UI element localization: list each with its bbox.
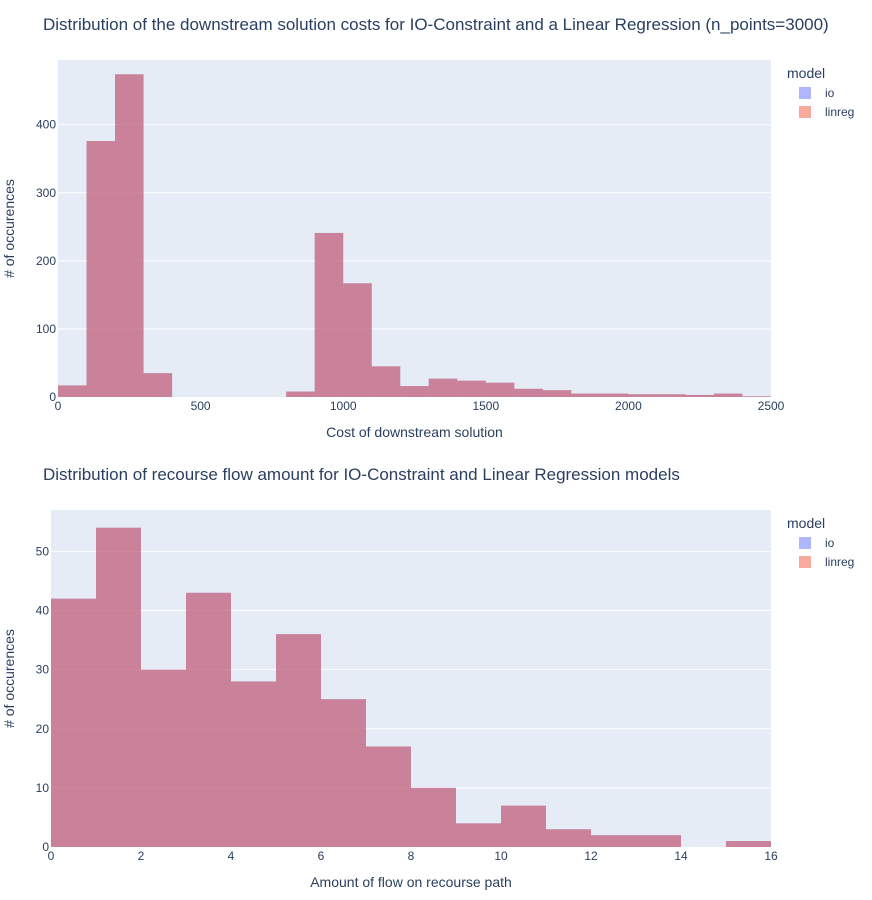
x-tick-label: 2500: [758, 399, 785, 413]
bars: [51, 527, 771, 847]
bar-linreg: [231, 681, 276, 847]
chart-title: Distribution of the downstream solution …: [43, 15, 829, 34]
bar-linreg: [485, 382, 515, 397]
y-tick-label: 0: [49, 390, 56, 404]
legend-swatch-io[interactable]: [799, 87, 811, 99]
chart-title: Distribution of recourse flow amount for…: [43, 465, 680, 484]
plot-area: [58, 60, 771, 397]
bar-linreg: [456, 823, 501, 847]
bar-linreg: [428, 378, 458, 397]
bar-linreg: [542, 390, 572, 397]
bar-linreg: [51, 598, 96, 847]
bar-linreg: [276, 634, 321, 847]
legend-label-io[interactable]: io: [825, 86, 835, 100]
bar-linreg: [591, 835, 636, 847]
bar-linreg: [501, 805, 546, 847]
legend-title: model: [787, 515, 825, 531]
bar-linreg: [141, 669, 186, 847]
bar-linreg: [457, 380, 486, 397]
x-tick-label: 500: [191, 399, 211, 413]
y-axis-title: # of occurences: [1, 179, 17, 278]
x-tick-label: 6: [318, 849, 325, 863]
bar-linreg: [685, 394, 714, 397]
x-tick-label: 1000: [330, 399, 357, 413]
bar-linreg: [628, 394, 657, 397]
legend-swatch-linreg[interactable]: [799, 106, 811, 118]
x-tick-label: 4: [228, 849, 235, 863]
y-tick-label: 200: [36, 254, 56, 268]
x-tick-label: 1500: [472, 399, 499, 413]
bar-linreg: [186, 592, 231, 847]
x-tick-label: 2000: [615, 399, 642, 413]
bar-linreg: [599, 393, 629, 397]
legend-swatch-linreg[interactable]: [799, 556, 811, 568]
bar-linreg: [314, 232, 344, 397]
legend-swatch-io[interactable]: [799, 537, 811, 549]
y-tick-label: 100: [36, 322, 56, 336]
bar-linreg: [321, 699, 366, 847]
bar-linreg: [371, 366, 401, 397]
y-tick-label: 40: [36, 604, 50, 618]
x-tick-label: 12: [584, 849, 598, 863]
bar-linreg: [571, 393, 600, 397]
x-tick-label: 0: [48, 849, 55, 863]
bar-linreg: [143, 373, 173, 397]
bar-linreg: [514, 388, 543, 397]
y-tick-label: 300: [36, 186, 56, 200]
y-tick-label: 50: [36, 544, 50, 558]
bar-linreg: [546, 829, 591, 847]
x-tick-label: 16: [764, 849, 778, 863]
bar-linreg: [400, 386, 429, 397]
x-tick-label: 0: [55, 399, 62, 413]
bar-linreg: [656, 394, 686, 397]
y-tick-label: 30: [36, 663, 50, 677]
bar-linreg: [411, 787, 456, 847]
bar-linreg: [96, 527, 141, 847]
bar-linreg: [636, 835, 681, 847]
cost-distribution-chart: Distribution of the downstream solution …: [1, 15, 854, 440]
chart-svg: Distribution of recourse flow amount for…: [1, 465, 854, 890]
legend-title: model: [787, 65, 825, 81]
bar-linreg: [366, 746, 411, 847]
bar-linreg: [742, 396, 771, 397]
y-tick-label: 0: [42, 840, 49, 854]
legend-label-linreg[interactable]: linreg: [825, 105, 854, 119]
bar-linreg: [343, 283, 372, 397]
x-tick-label: 2: [138, 849, 145, 863]
y-tick-label: 400: [36, 118, 56, 132]
x-tick-label: 14: [674, 849, 688, 863]
bar-linreg: [713, 393, 743, 397]
y-tick-label: 10: [36, 781, 50, 795]
x-axis-title: Cost of downstream solution: [326, 424, 503, 440]
x-tick-label: 8: [408, 849, 415, 863]
legend-label-linreg[interactable]: linreg: [825, 555, 854, 569]
bar-linreg: [115, 74, 144, 397]
legend-label-io[interactable]: io: [825, 536, 835, 550]
x-axis-title: Amount of flow on recourse path: [310, 874, 512, 890]
chart-svg: Distribution of the downstream solution …: [1, 15, 854, 440]
y-axis-title: # of occurences: [1, 629, 17, 728]
x-tick-label: 10: [494, 849, 508, 863]
bar-linreg: [86, 141, 116, 397]
bar-linreg: [58, 385, 87, 397]
recourse-flow-chart: Distribution of recourse flow amount for…: [0, 450, 872, 900]
y-tick-label: 20: [36, 722, 50, 736]
bars: [58, 74, 771, 397]
bar-linreg: [286, 391, 315, 397]
bar-linreg: [726, 841, 771, 847]
